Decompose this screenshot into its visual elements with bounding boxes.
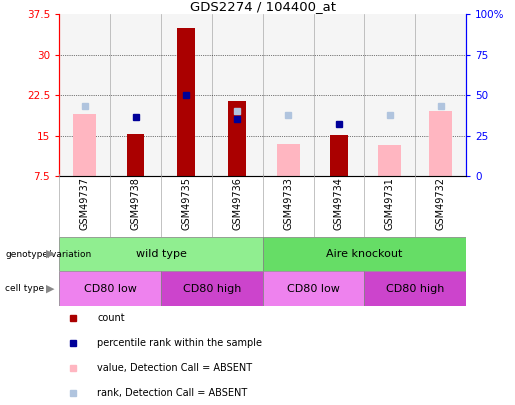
Text: ▶: ▶ <box>46 249 55 259</box>
Text: CD80 low: CD80 low <box>287 284 340 294</box>
Text: CD80 high: CD80 high <box>386 284 444 294</box>
Bar <box>263 271 364 306</box>
Bar <box>314 14 364 176</box>
Bar <box>330 135 348 176</box>
Text: percentile rank within the sample: percentile rank within the sample <box>97 338 262 348</box>
Bar <box>415 14 466 176</box>
Bar <box>212 14 263 176</box>
Bar <box>161 14 212 176</box>
Text: wild type: wild type <box>135 249 186 259</box>
Text: rank, Detection Call = ABSENT: rank, Detection Call = ABSENT <box>97 388 248 398</box>
Bar <box>178 28 195 176</box>
Bar <box>277 144 300 176</box>
Text: GSM49735: GSM49735 <box>181 177 192 230</box>
Text: CD80 high: CD80 high <box>183 284 241 294</box>
Bar <box>228 100 246 176</box>
Text: cell type: cell type <box>5 284 44 293</box>
Text: genotype/variation: genotype/variation <box>5 249 91 259</box>
Bar <box>364 271 466 306</box>
Text: value, Detection Call = ABSENT: value, Detection Call = ABSENT <box>97 363 252 373</box>
Text: GSM49736: GSM49736 <box>232 177 242 230</box>
Text: GSM49733: GSM49733 <box>283 177 293 230</box>
Bar <box>59 14 110 176</box>
Bar <box>110 14 161 176</box>
Bar <box>378 145 401 176</box>
Bar <box>59 237 263 271</box>
Text: Aire knockout: Aire knockout <box>326 249 403 259</box>
Text: GSM49734: GSM49734 <box>334 177 344 230</box>
Text: GSM49737: GSM49737 <box>80 177 90 230</box>
Bar <box>127 134 144 176</box>
Bar <box>161 271 263 306</box>
Text: count: count <box>97 313 125 323</box>
Bar <box>59 271 161 306</box>
Text: GSM49738: GSM49738 <box>130 177 141 230</box>
Text: CD80 low: CD80 low <box>83 284 136 294</box>
Title: GDS2274 / 104400_at: GDS2274 / 104400_at <box>190 0 336 13</box>
Bar <box>73 114 96 176</box>
Text: GSM49732: GSM49732 <box>436 177 445 230</box>
Bar <box>263 14 314 176</box>
Bar <box>429 111 452 176</box>
Text: ▶: ▶ <box>46 284 55 294</box>
Text: GSM49731: GSM49731 <box>385 177 395 230</box>
Bar <box>263 237 466 271</box>
Bar <box>364 14 415 176</box>
